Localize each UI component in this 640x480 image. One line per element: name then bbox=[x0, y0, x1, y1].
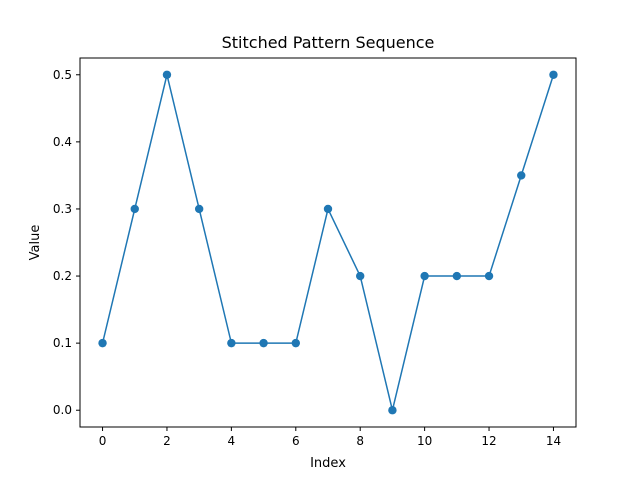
data-point bbox=[98, 338, 107, 348]
data-point bbox=[452, 271, 462, 281]
x-tick-label: 14 bbox=[546, 434, 561, 448]
series-line bbox=[101, 74, 555, 411]
y-tick-label: 0.2 bbox=[53, 269, 72, 283]
data-point bbox=[130, 204, 139, 214]
plot-area-frame bbox=[79, 57, 577, 428]
x-tick-label: 6 bbox=[292, 434, 300, 448]
chart-title: Stitched Pattern Sequence bbox=[222, 33, 435, 52]
data-point bbox=[227, 338, 236, 348]
x-tick-label: 10 bbox=[417, 434, 432, 448]
data-point bbox=[291, 338, 300, 348]
x-tick-label: 0 bbox=[99, 434, 107, 448]
y-tick-label: 0.1 bbox=[53, 336, 72, 350]
data-point bbox=[194, 204, 204, 214]
y-tick-label: 0.3 bbox=[53, 202, 72, 216]
x-axis-label: Index bbox=[310, 456, 346, 471]
y-tick-label: 0.0 bbox=[53, 403, 72, 417]
x-axis-ticks: 0 2 4 6 8 10 12 14 bbox=[99, 427, 561, 448]
data-point bbox=[323, 204, 333, 214]
data-point bbox=[356, 271, 365, 281]
y-tick-label: 0.5 bbox=[53, 68, 72, 82]
x-tick-label: 4 bbox=[228, 434, 236, 448]
data-point bbox=[259, 338, 268, 348]
y-tick-label: 0.4 bbox=[53, 135, 72, 149]
data-point bbox=[484, 271, 494, 281]
x-tick-label: 8 bbox=[356, 434, 364, 448]
data-point bbox=[517, 171, 526, 180]
data-point bbox=[420, 271, 429, 281]
y-axis-label: Value bbox=[28, 225, 43, 261]
y-axis-ticks: 0.0 0.1 0.2 0.3 0.4 0.5 bbox=[53, 68, 80, 417]
data-point bbox=[388, 406, 397, 415]
axes: 0 2 4 6 8 10 12 14 0.0 0.1 0.2 0.3 0.4 0.5 bbox=[53, 57, 577, 448]
data-series bbox=[98, 70, 558, 415]
x-tick-label: 2 bbox=[163, 434, 171, 448]
x-tick-label: 12 bbox=[481, 434, 496, 448]
data-point bbox=[549, 70, 558, 79]
data-point bbox=[162, 70, 172, 79]
